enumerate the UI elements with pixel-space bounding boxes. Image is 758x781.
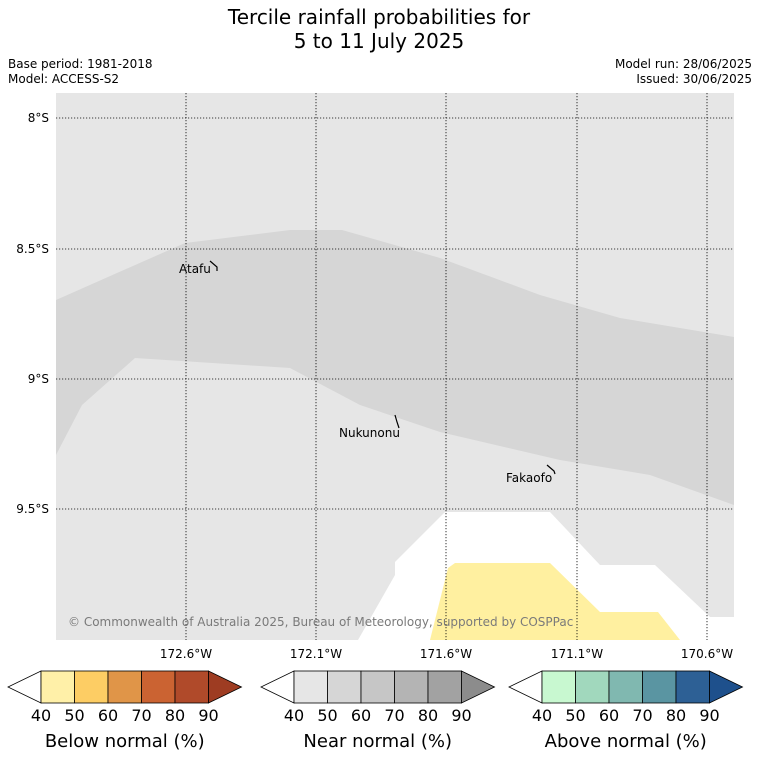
above-normal-colorbar-segment <box>608 670 643 704</box>
below-normal-colorbar-upper-extension <box>208 670 243 704</box>
near-normal-colorbar-tick-label: 50 <box>317 706 337 725</box>
place-label-nukunonu: Nukunonu <box>339 426 400 440</box>
place-label-fakaofo: Fakaofo <box>506 471 552 485</box>
longitude-label: 172.6°W <box>160 647 212 661</box>
map-title-line-1: Tercile rainfall probabilities for <box>227 5 531 29</box>
below-normal-colorbar-tick-label: 60 <box>98 706 118 725</box>
latitude-label: 9°S <box>28 372 49 386</box>
near-normal-colorbar-segment <box>360 670 395 704</box>
above-normal-colorbar-tick-label: 70 <box>632 706 652 725</box>
near-normal-colorbar-segment <box>427 670 462 704</box>
below-normal-colorbar-lower-extension <box>7 670 42 704</box>
above-normal-colorbar-tick-label: 80 <box>666 706 686 725</box>
below-normal-colorbar-tick-label: 50 <box>64 706 84 725</box>
model-run-text: Model run: 28/06/2025 <box>614 57 752 71</box>
near-normal-colorbar-lower-extension <box>260 670 295 704</box>
below-normal-40-50-region <box>430 563 680 640</box>
above-normal-colorbar-tick-label: 90 <box>699 706 719 725</box>
below-normal-colorbar-segment <box>40 670 75 704</box>
above-normal-colorbar-upper-extension <box>709 670 744 704</box>
near-normal-colorbar-segment <box>327 670 362 704</box>
latitude-label: 8°S <box>28 111 49 125</box>
model-text: Model: ACCESS-S2 <box>8 72 120 86</box>
above-normal-colorbar-segment <box>541 670 576 704</box>
base-period-text: Base period: 1981-2018 <box>8 57 153 71</box>
above-normal-colorbar-segment <box>642 670 677 704</box>
above-normal-colorbar: 40 50 60 70 80 90 Above normal (%) <box>508 670 744 752</box>
longitude-label: 172.1°W <box>290 647 342 661</box>
copyright-notice: © Commonwealth of Australia 2025, Bureau… <box>68 615 573 629</box>
place-label-atafu: Atafu <box>179 262 211 276</box>
fakaofo-atoll-outline <box>546 464 556 475</box>
near-normal-colorbar-caption: Near normal (%) <box>303 731 452 752</box>
above-normal-colorbar-tick-label: 60 <box>599 706 619 725</box>
latitude-label: 9.5°S <box>16 502 49 516</box>
atafu-atoll-outline <box>209 260 218 271</box>
near-normal-colorbar-tick-label: 70 <box>384 706 404 725</box>
map-title-line-2: 5 to 11 July 2025 <box>293 29 465 53</box>
near-normal-colorbar-tick-label: 90 <box>451 706 471 725</box>
below-normal-colorbar-segment <box>174 670 209 704</box>
near-normal-colorbar-segment <box>394 670 429 704</box>
issued-text: Issued: 30/06/2025 <box>636 72 752 86</box>
below-normal-colorbar-tick-label: 70 <box>131 706 151 725</box>
above-normal-colorbar-segment <box>575 670 610 704</box>
metadata-left: Base period: 1981-2018 Model: ACCESS-S2 <box>8 57 153 87</box>
near-normal-colorbar-upper-extension <box>461 670 496 704</box>
nukunonu-atoll-outline <box>394 414 400 429</box>
near-normal-colorbar-segment <box>293 670 328 704</box>
above-normal-colorbar-lower-extension <box>508 670 543 704</box>
latitude-label: 8.5°S <box>16 242 49 256</box>
above-normal-colorbar-segment <box>675 670 710 704</box>
below-normal-colorbar-tick-label: 40 <box>31 706 51 725</box>
near-normal-colorbar-tick-label: 60 <box>351 706 371 725</box>
above-normal-colorbar-tick-label: 40 <box>532 706 552 725</box>
near-normal-50-60-region <box>56 230 734 505</box>
colorbar-legends: 40 50 60 70 80 90 Below normal (%) 40 50 60 70 80 90… <box>7 670 744 752</box>
below-normal-colorbar-tick-label: 90 <box>198 706 218 725</box>
near-normal-colorbar-tick-label: 40 <box>284 706 304 725</box>
below-normal-colorbar-segment <box>141 670 176 704</box>
below-normal-colorbar-caption: Below normal (%) <box>45 731 205 752</box>
near-normal-colorbar: 40 50 60 70 80 90 Near normal (%) <box>260 670 496 752</box>
longitude-label: 171.6°W <box>420 647 472 661</box>
below-normal-colorbar-tick-label: 80 <box>165 706 185 725</box>
above-normal-colorbar-caption: Above normal (%) <box>545 731 707 752</box>
above-normal-colorbar-tick-label: 50 <box>565 706 585 725</box>
longitude-label: 170.6°W <box>681 647 733 661</box>
longitude-label: 171.1°W <box>551 647 603 661</box>
below-normal-colorbar-segment <box>74 670 109 704</box>
near-normal-colorbar-tick-label: 80 <box>418 706 438 725</box>
metadata-right: Model run: 28/06/2025 Issued: 30/06/2025 <box>615 57 752 87</box>
below-normal-colorbar: 40 50 60 70 80 90 Below normal (%) <box>7 670 243 752</box>
below-normal-colorbar-segment <box>107 670 142 704</box>
